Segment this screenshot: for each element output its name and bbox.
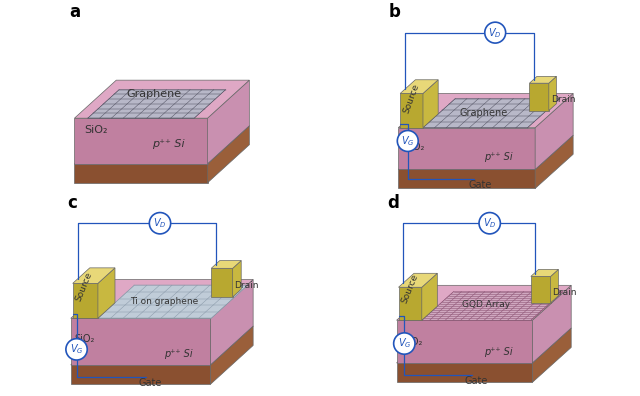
Polygon shape [397,363,532,383]
Polygon shape [422,273,437,320]
Text: Gate: Gate [465,376,488,386]
Text: Ti on graphene: Ti on graphene [130,297,198,306]
Polygon shape [532,285,571,363]
Polygon shape [398,128,535,169]
Circle shape [484,22,506,43]
Polygon shape [422,291,563,320]
Text: a: a [68,4,80,21]
Text: $V_D$: $V_D$ [483,216,497,230]
Polygon shape [211,261,241,268]
Text: Graphene: Graphene [460,108,508,118]
Polygon shape [207,126,250,183]
Text: d: d [387,194,399,212]
Text: Graphene: Graphene [127,89,182,99]
Polygon shape [550,269,558,303]
Polygon shape [423,80,438,128]
Text: Source: Source [399,272,419,305]
Polygon shape [73,284,98,318]
Polygon shape [397,328,571,363]
Text: $V_D$: $V_D$ [153,216,167,230]
Polygon shape [423,99,560,128]
Text: Source: Source [74,270,93,303]
Text: Source: Source [402,82,421,114]
Polygon shape [211,280,253,365]
Polygon shape [531,269,558,276]
Polygon shape [535,135,573,188]
Polygon shape [529,83,549,110]
Polygon shape [74,80,250,118]
Polygon shape [74,164,207,183]
Polygon shape [531,276,550,303]
Polygon shape [73,268,115,284]
Text: SiO₂: SiO₂ [403,337,423,347]
Polygon shape [399,287,422,320]
Text: p⁺⁺ Si: p⁺⁺ Si [484,347,513,357]
Text: $V_G$: $V_G$ [401,134,415,148]
Polygon shape [88,89,225,118]
Polygon shape [211,268,233,297]
Polygon shape [400,80,438,93]
Polygon shape [211,326,253,384]
Text: $V_G$: $V_G$ [397,337,411,350]
Polygon shape [400,93,423,128]
Polygon shape [74,118,207,164]
Polygon shape [71,318,211,365]
Circle shape [394,333,415,354]
Text: c: c [67,194,77,212]
Polygon shape [233,261,241,297]
Text: GQD Array: GQD Array [461,300,510,309]
Text: Gate: Gate [139,378,162,388]
Polygon shape [399,273,437,287]
Polygon shape [71,365,211,384]
Text: SiO₂: SiO₂ [75,333,95,344]
Polygon shape [71,280,253,318]
Text: $V_D$: $V_D$ [488,26,502,40]
Circle shape [397,131,418,151]
Text: Drain: Drain [550,95,575,105]
Polygon shape [398,93,573,128]
Polygon shape [397,320,532,363]
Text: b: b [388,4,401,21]
Circle shape [479,213,500,234]
Polygon shape [397,285,571,320]
Text: Drain: Drain [552,288,577,297]
Polygon shape [74,126,250,164]
Circle shape [66,339,87,360]
Polygon shape [529,76,556,83]
Polygon shape [398,169,535,188]
Circle shape [149,213,171,234]
Polygon shape [98,285,248,318]
Text: p⁺⁺ Si: p⁺⁺ Si [164,349,193,359]
Polygon shape [549,76,556,110]
Polygon shape [532,328,571,383]
Polygon shape [398,135,573,169]
Text: SiO₂: SiO₂ [84,126,108,135]
Text: SiO₂: SiO₂ [404,143,424,152]
Text: p⁺⁺ Si: p⁺⁺ Si [152,139,185,148]
Text: Gate: Gate [468,181,492,190]
Polygon shape [207,80,250,164]
Polygon shape [98,268,115,318]
Text: p⁺⁺ Si: p⁺⁺ Si [484,152,513,162]
Text: $V_G$: $V_G$ [70,343,83,356]
Polygon shape [535,93,573,169]
Text: Drain: Drain [235,282,259,290]
Polygon shape [71,326,253,365]
